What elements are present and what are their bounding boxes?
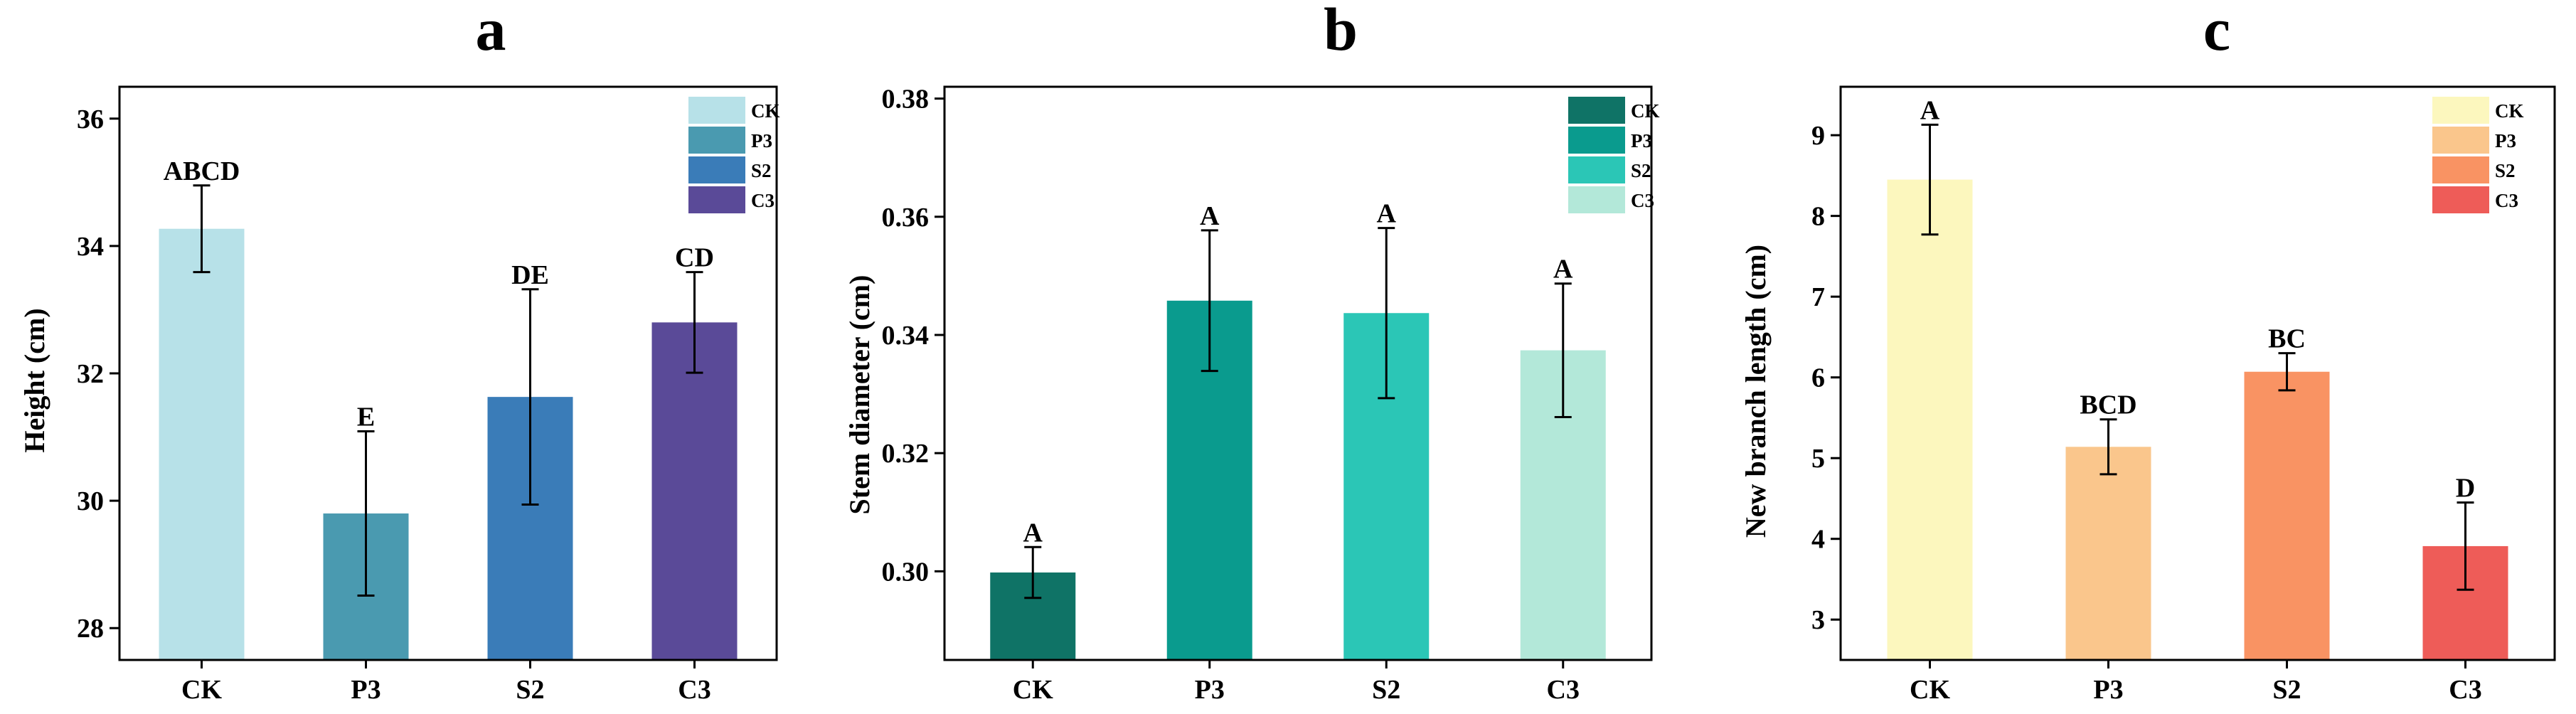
legend-swatch-c-p3 [2432,127,2489,154]
y-tick-label-a-4: 36 [77,105,104,134]
x-tick-label-c-c3: C3 [2449,675,2481,705]
y-axis-label-c: New branch length (cm) [1740,245,1772,538]
legend-swatch-c-c3 [2432,186,2489,213]
significance-labels-a: ABCD E DE CD [164,156,714,432]
x-tick-label-b-s2: S2 [1372,675,1400,705]
panel-a: a Height (cm) ABCD E DE CD 28 30 32 34 36 CK P3 S… [18,0,780,705]
panel-title-b: b [1324,0,1358,63]
x-ticks-a: CK P3 S2 C3 [181,660,711,705]
plot-frame-c [1839,85,2556,661]
bar-c-ck [1887,179,1973,660]
legend-swatch-a-ck [688,97,745,124]
legend-label-a-ck: CK [751,100,780,122]
y-tick-label-b-4: 0.38 [882,85,930,114]
x-tick-label-c-s2: S2 [2272,675,2301,705]
significance-label-c-s2: BC [2268,324,2306,354]
y-tick-label-b-0: 0.30 [882,557,930,587]
y-tick-label-c-1: 4 [1811,525,1825,555]
legend-label-b-ck: CK [1631,100,1660,122]
panel-title-c: c [2203,0,2230,63]
x-tick-label-a-s2: S2 [516,675,544,705]
plot-frame-b [943,85,1653,661]
error-bars-b [1024,227,1572,600]
y-tick-label-a-1: 30 [77,486,104,516]
legend-swatch-b-ck [1568,97,1625,124]
significance-label-a-p3: E [357,402,375,432]
panel-title-a: a [476,0,506,63]
bar-a-ck [159,228,245,661]
y-tick-label-b-2: 0.34 [882,321,930,351]
x-tick-label-b-ck: CK [1013,675,1053,705]
y-tick-label-c-2: 5 [1811,444,1825,474]
significance-label-a-c3: CD [675,243,714,273]
legend-label-a-s2: S2 [751,160,772,181]
legend-swatch-b-p3 [1568,127,1625,154]
y-tick-label-b-1: 0.32 [882,439,930,469]
legend-swatch-b-s2 [1568,156,1625,183]
y-tick-label-c-3: 6 [1811,363,1825,393]
x-tick-label-b-p3: P3 [1195,675,1225,705]
significance-label-a-ck: ABCD [164,156,240,186]
legend-swatch-c-s2 [2432,156,2489,183]
bar-a-c3 [651,322,738,660]
y-ticks-a: 28 30 32 34 36 [77,105,119,644]
legend-label-c-ck: CK [2495,100,2524,122]
y-tick-label-a-0: 28 [77,614,104,644]
y-tick-label-b-3: 0.36 [882,203,930,233]
significance-label-c-p3: BCD [2080,390,2136,420]
legend-label-a-p3: P3 [751,130,772,151]
legend-swatch-c-ck [2432,97,2489,124]
x-ticks-c: CK P3 S2 C3 [1910,660,2482,705]
legend-swatch-b-c3 [1568,186,1625,213]
legend-a: CK P3 S2 C3 [688,97,780,213]
legend-swatch-a-s2 [688,156,745,183]
y-tick-label-c-4: 7 [1811,282,1825,312]
y-tick-label-c-5: 8 [1811,202,1825,232]
significance-label-c-ck: A [1920,95,1940,125]
y-ticks-c: 3 4 5 6 7 8 9 [1811,121,1841,635]
significance-labels-b: A A A A [1023,199,1574,548]
legend-label-b-s2: S2 [1631,160,1651,181]
error-bars-c [1921,123,2474,591]
legend-label-c-c3: C3 [2495,190,2518,211]
x-tick-label-a-p3: P3 [351,675,380,705]
significance-label-a-s2: DE [511,260,549,290]
x-tick-label-a-ck: CK [181,675,222,705]
significance-label-c-c3: D [2456,474,2475,503]
legend-swatch-a-p3 [688,127,745,154]
error-bars-a [193,184,703,597]
y-tick-label-c-0: 3 [1811,605,1825,635]
legend-label-c-s2: S2 [2495,160,2516,181]
y-ticks-b: 0.30 0.32 0.34 0.36 0.38 [882,85,944,587]
y-axis-label-b: Stem diameter (cm) [843,275,875,515]
legend-c: CK P3 S2 C3 [2432,97,2524,213]
legend-label-c-p3: P3 [2495,130,2516,151]
significance-label-b-p3: A [1200,201,1220,231]
y-tick-label-a-3: 34 [77,232,104,262]
x-ticks-b: CK P3 S2 C3 [1013,660,1580,705]
x-tick-label-a-c3: C3 [678,675,710,705]
legend-label-b-c3: C3 [1631,190,1654,211]
x-tick-label-b-c3: C3 [1547,675,1580,705]
significance-label-b-ck: A [1023,518,1043,548]
x-tick-label-c-ck: CK [1910,675,1950,705]
bar-c-p3 [2065,447,2151,660]
x-tick-label-c-p3: P3 [2093,675,2123,705]
legend-b: CK P3 S2 C3 [1568,97,1660,213]
y-tick-label-a-2: 32 [77,359,104,389]
bar-c-s2 [2244,371,2330,660]
y-tick-label-c-6: 9 [1811,121,1825,151]
legend-label-b-p3: P3 [1631,130,1652,151]
panel-b: b Stem diameter (cm) AA AA 0.300.320.340.… [843,0,1660,705]
y-axis-label-a: Height (cm) [18,308,50,452]
significance-label-b-c3: A [1553,255,1573,284]
legend-swatch-a-c3 [688,186,745,213]
legend-label-a-c3: C3 [751,190,775,211]
significance-label-b-s2: A [1377,199,1397,229]
